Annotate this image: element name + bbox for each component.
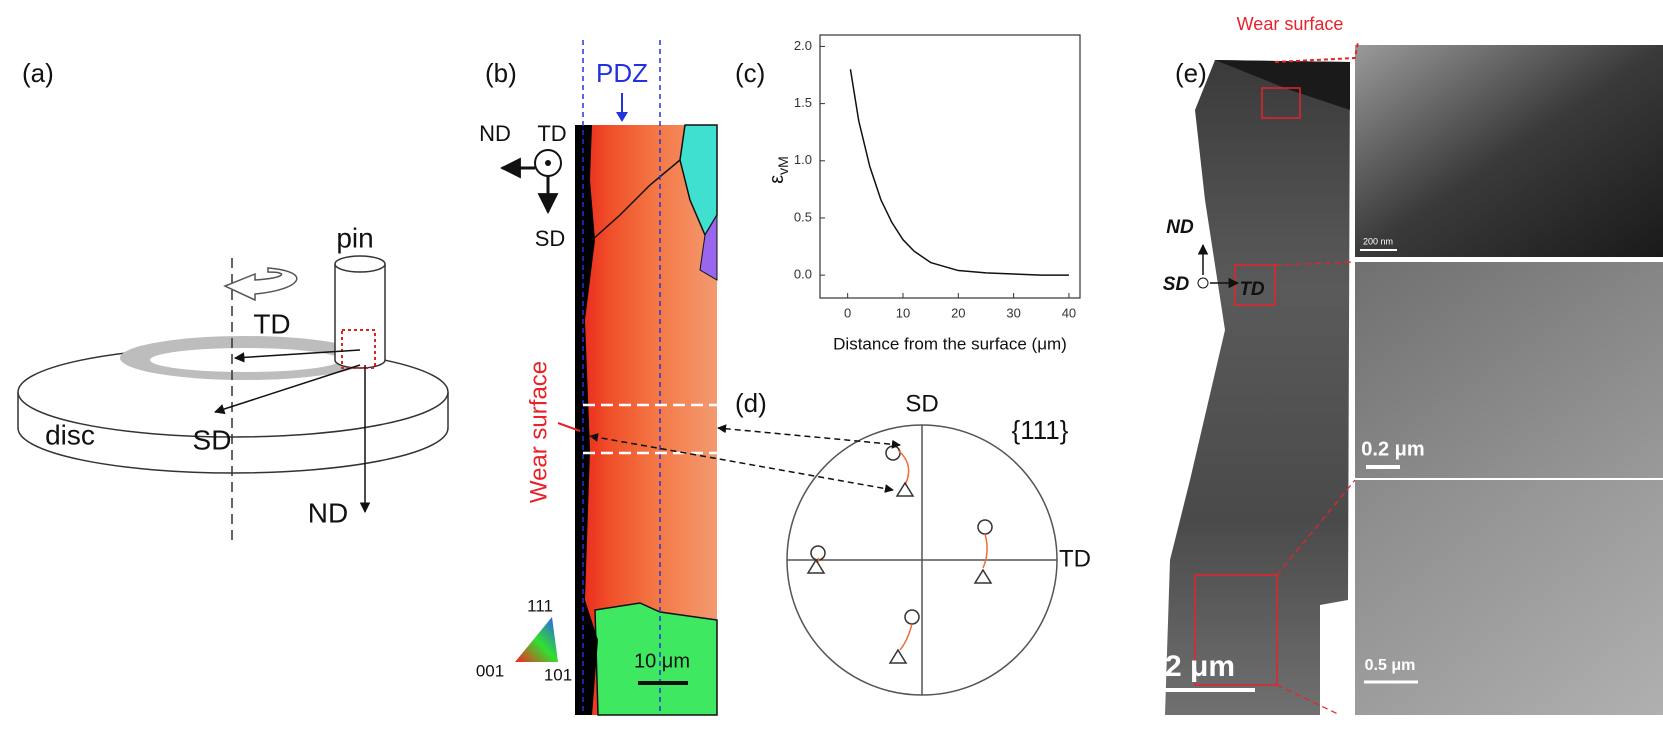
panel-c: (c) Distance from the surface (μm) εvM 0… (735, 34, 1081, 353)
grain-dark (575, 125, 598, 715)
roi-box (1194, 574, 1278, 686)
panel-label: (b) (485, 58, 517, 88)
y-tick-label: 2.0 (794, 38, 812, 53)
link-arrow (589, 432, 894, 494)
panel-label: (c) (735, 58, 765, 88)
zoom-line (1276, 684, 1341, 716)
tem-image (1165, 60, 1350, 715)
y-tick-label: 0.5 (794, 209, 812, 224)
panel-label: (e) (1175, 58, 1207, 88)
pin-body (334, 264, 386, 369)
x-tick-label: 0 (844, 305, 851, 320)
y-tick-label: 1.0 (794, 152, 812, 167)
ipf-label: 001 (476, 661, 504, 680)
sd-label: SD (905, 390, 938, 417)
tem-image-top (1355, 45, 1663, 257)
scale-label: 0.2 μm (1361, 438, 1424, 460)
sd-label: SD (1163, 274, 1190, 295)
y-axis-symbol: ε (766, 175, 788, 184)
nd-label: ND (1166, 217, 1194, 238)
y-axis-label: εvM (766, 156, 790, 184)
grain-boundary (591, 159, 681, 241)
wear-track-inner (150, 348, 340, 372)
pdz-label: PDZ (596, 58, 648, 88)
plot-frame (819, 34, 1081, 299)
td-label: TD (1239, 279, 1265, 300)
ipf-label: 111 (527, 596, 553, 615)
panel-e: (e) Wear surface ND SD TD 2 μm 200 nm 0.… (1163, 14, 1663, 716)
panel-d: (d) SD TD {111} (589, 388, 1091, 696)
x-tick-label: 40 (1062, 305, 1076, 320)
x-tick-label: 30 (1006, 305, 1020, 320)
disc-label: disc (45, 419, 95, 450)
panel-label: (a) (22, 58, 54, 88)
x-tick-label: 20 (951, 305, 965, 320)
nd-label: ND (308, 497, 348, 528)
roi-box (1261, 87, 1301, 119)
wear-surface-line (1274, 41, 1359, 63)
ipf-triangle (515, 617, 558, 662)
wear-arrow (557, 422, 581, 432)
y-axis-subscript: vM (775, 156, 791, 175)
scale-label: 200 nm (1363, 236, 1393, 246)
tem-edge (1215, 60, 1350, 110)
scale-label: 10 μm (634, 650, 690, 672)
sd-symbol (1197, 277, 1209, 289)
pin-top (334, 255, 386, 273)
tem-image-bottom (1355, 480, 1663, 715)
wear-surface-label: Wear surface (525, 361, 552, 503)
tem-image-mid (1355, 262, 1663, 478)
panel-label: (d) (735, 388, 767, 418)
scale-label: 2 μm (1165, 650, 1235, 683)
td-label: TD (1059, 545, 1091, 572)
pin-label: pin (336, 222, 373, 253)
nd-label: ND (479, 121, 511, 146)
x-axis-label: Distance from the surface (μm) (833, 334, 1067, 353)
sd-label: SD (193, 424, 232, 455)
pdz-arrowhead (616, 112, 628, 122)
plane-label: {111} (1012, 415, 1069, 445)
wear-surface-label: Wear surface (1237, 14, 1344, 34)
td-arrow (233, 349, 361, 363)
rotation-arrow (223, 267, 298, 302)
panel-b: (b) PDZ ND TD SD Wear surface 10 μm 111 … (476, 40, 718, 716)
td-label: TD (253, 308, 290, 339)
grain-green (594, 602, 718, 716)
sample-box (341, 329, 376, 369)
poles (806, 445, 993, 664)
x-tick-label: 10 (896, 305, 910, 320)
grain-purple (699, 213, 718, 281)
link-arrow (717, 424, 901, 449)
sd-arrow (214, 364, 361, 415)
scale-label: 0.5 μm (1365, 657, 1416, 674)
td-label: TD (537, 121, 566, 146)
zoom-line (1274, 261, 1356, 266)
y-tick-label: 0.0 (794, 267, 812, 282)
ipf-label: 101 (544, 665, 572, 684)
td-dot (545, 160, 551, 166)
data-line (849, 69, 1069, 276)
y-tick-label: 1.5 (794, 95, 812, 110)
sd-label: SD (535, 226, 566, 251)
zoom-line (1276, 479, 1356, 576)
panel-a: (a) pin TD SD ND disc (17, 58, 449, 545)
